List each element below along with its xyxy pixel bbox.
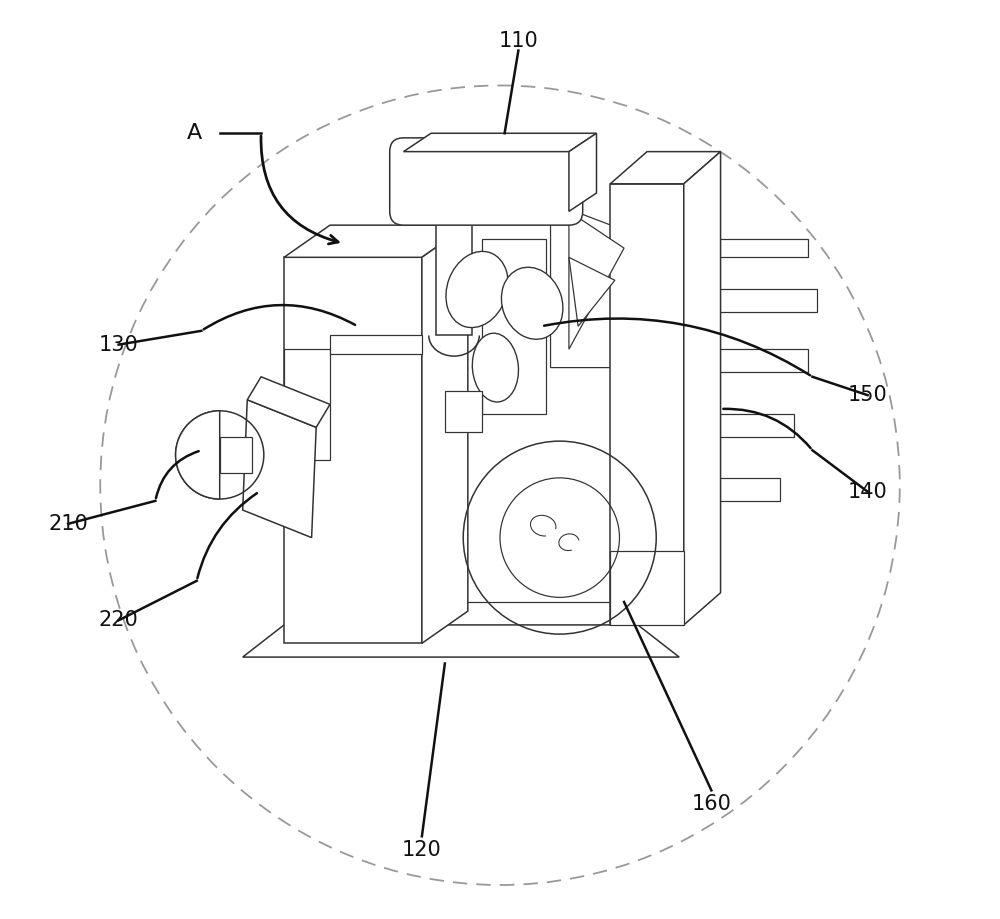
Polygon shape xyxy=(684,152,721,625)
Polygon shape xyxy=(482,239,546,414)
Polygon shape xyxy=(445,391,482,432)
Polygon shape xyxy=(684,239,808,257)
Wedge shape xyxy=(176,411,220,499)
Polygon shape xyxy=(243,400,316,538)
Text: 140: 140 xyxy=(848,482,887,502)
Text: 220: 220 xyxy=(99,610,138,630)
Polygon shape xyxy=(684,289,817,312)
Polygon shape xyxy=(610,184,684,625)
Polygon shape xyxy=(284,349,330,460)
Polygon shape xyxy=(436,211,472,335)
Ellipse shape xyxy=(501,267,563,339)
Polygon shape xyxy=(569,211,624,349)
Text: 150: 150 xyxy=(848,385,887,405)
Polygon shape xyxy=(284,225,468,257)
Text: 210: 210 xyxy=(48,514,88,534)
Polygon shape xyxy=(330,335,422,354)
Text: 120: 120 xyxy=(402,840,442,860)
Text: 110: 110 xyxy=(499,31,538,51)
Polygon shape xyxy=(684,478,780,501)
Text: A: A xyxy=(187,123,203,143)
Polygon shape xyxy=(569,257,615,326)
Polygon shape xyxy=(220,437,252,473)
Polygon shape xyxy=(551,202,647,368)
Polygon shape xyxy=(422,225,468,643)
Text: 130: 130 xyxy=(99,335,138,355)
Polygon shape xyxy=(684,349,808,372)
Ellipse shape xyxy=(446,252,508,327)
Polygon shape xyxy=(610,152,721,184)
Polygon shape xyxy=(243,625,679,657)
Polygon shape xyxy=(569,133,596,211)
FancyBboxPatch shape xyxy=(390,138,583,225)
Polygon shape xyxy=(610,551,684,625)
Polygon shape xyxy=(284,257,422,643)
Polygon shape xyxy=(684,414,794,437)
Text: 160: 160 xyxy=(691,794,731,814)
Polygon shape xyxy=(404,133,596,152)
Polygon shape xyxy=(247,377,330,427)
Ellipse shape xyxy=(472,334,518,402)
